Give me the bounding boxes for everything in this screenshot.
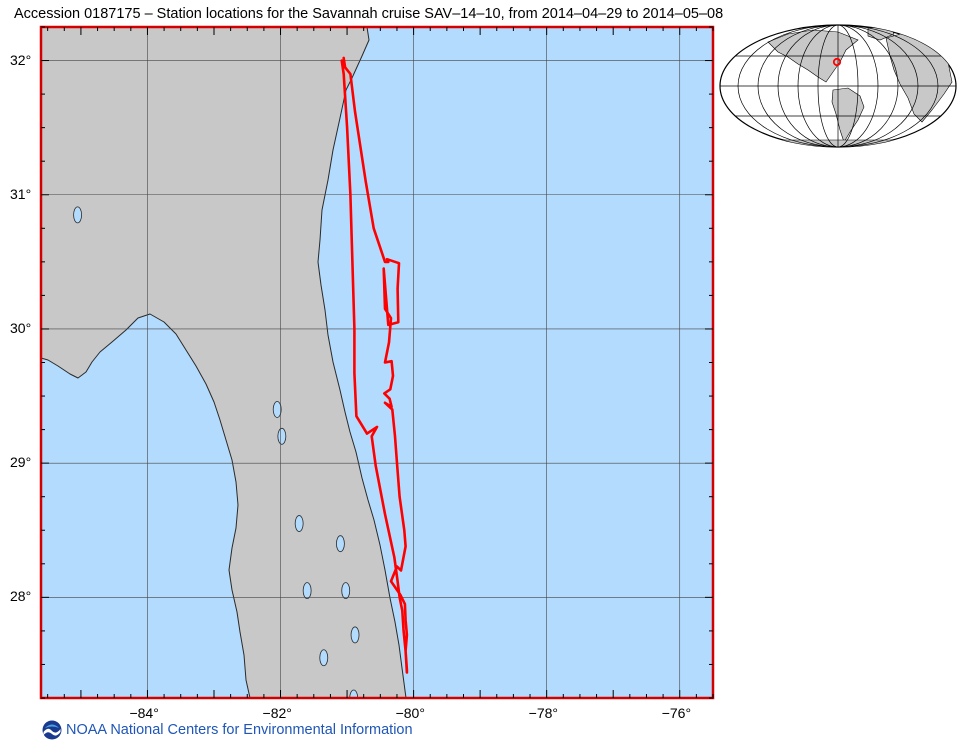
lon-tick-label: −80° xyxy=(395,705,425,721)
lakes-layer xyxy=(73,206,360,698)
lat-tick-label: 30° xyxy=(10,319,32,336)
axis-ticks xyxy=(41,26,714,699)
lake xyxy=(277,427,287,445)
lake xyxy=(319,649,329,667)
lake xyxy=(272,401,282,418)
credit-line: NOAA National Centers for Environmental … xyxy=(42,720,413,740)
lat-tick-label: 28° xyxy=(10,588,32,605)
locator-globe xyxy=(719,24,957,148)
south-america-shape xyxy=(831,87,865,143)
lon-tick-label: −76° xyxy=(661,705,692,721)
graticule xyxy=(41,27,713,698)
lake xyxy=(294,515,304,532)
lake xyxy=(336,535,345,553)
lat-tick-label: 29° xyxy=(10,454,32,471)
lat-tick-label: 31° xyxy=(10,185,32,202)
lake xyxy=(302,582,312,600)
lat-tick-label: 32° xyxy=(10,51,32,68)
lon-tick-label: −84° xyxy=(129,705,159,721)
noaa-logo-icon xyxy=(42,720,62,740)
globe-location-marker xyxy=(832,57,842,67)
cruise-track[interactable] xyxy=(340,56,409,674)
credit-text: NOAA National Centers for Environmental … xyxy=(66,722,413,738)
lake xyxy=(73,206,82,224)
lake xyxy=(349,689,359,698)
map-title: Accession 0187175 – Station locations fo… xyxy=(14,6,724,22)
lake xyxy=(350,626,360,644)
lon-tick-label: −82° xyxy=(262,705,292,721)
lake xyxy=(341,582,351,600)
lon-tick-label: −78° xyxy=(528,705,559,721)
